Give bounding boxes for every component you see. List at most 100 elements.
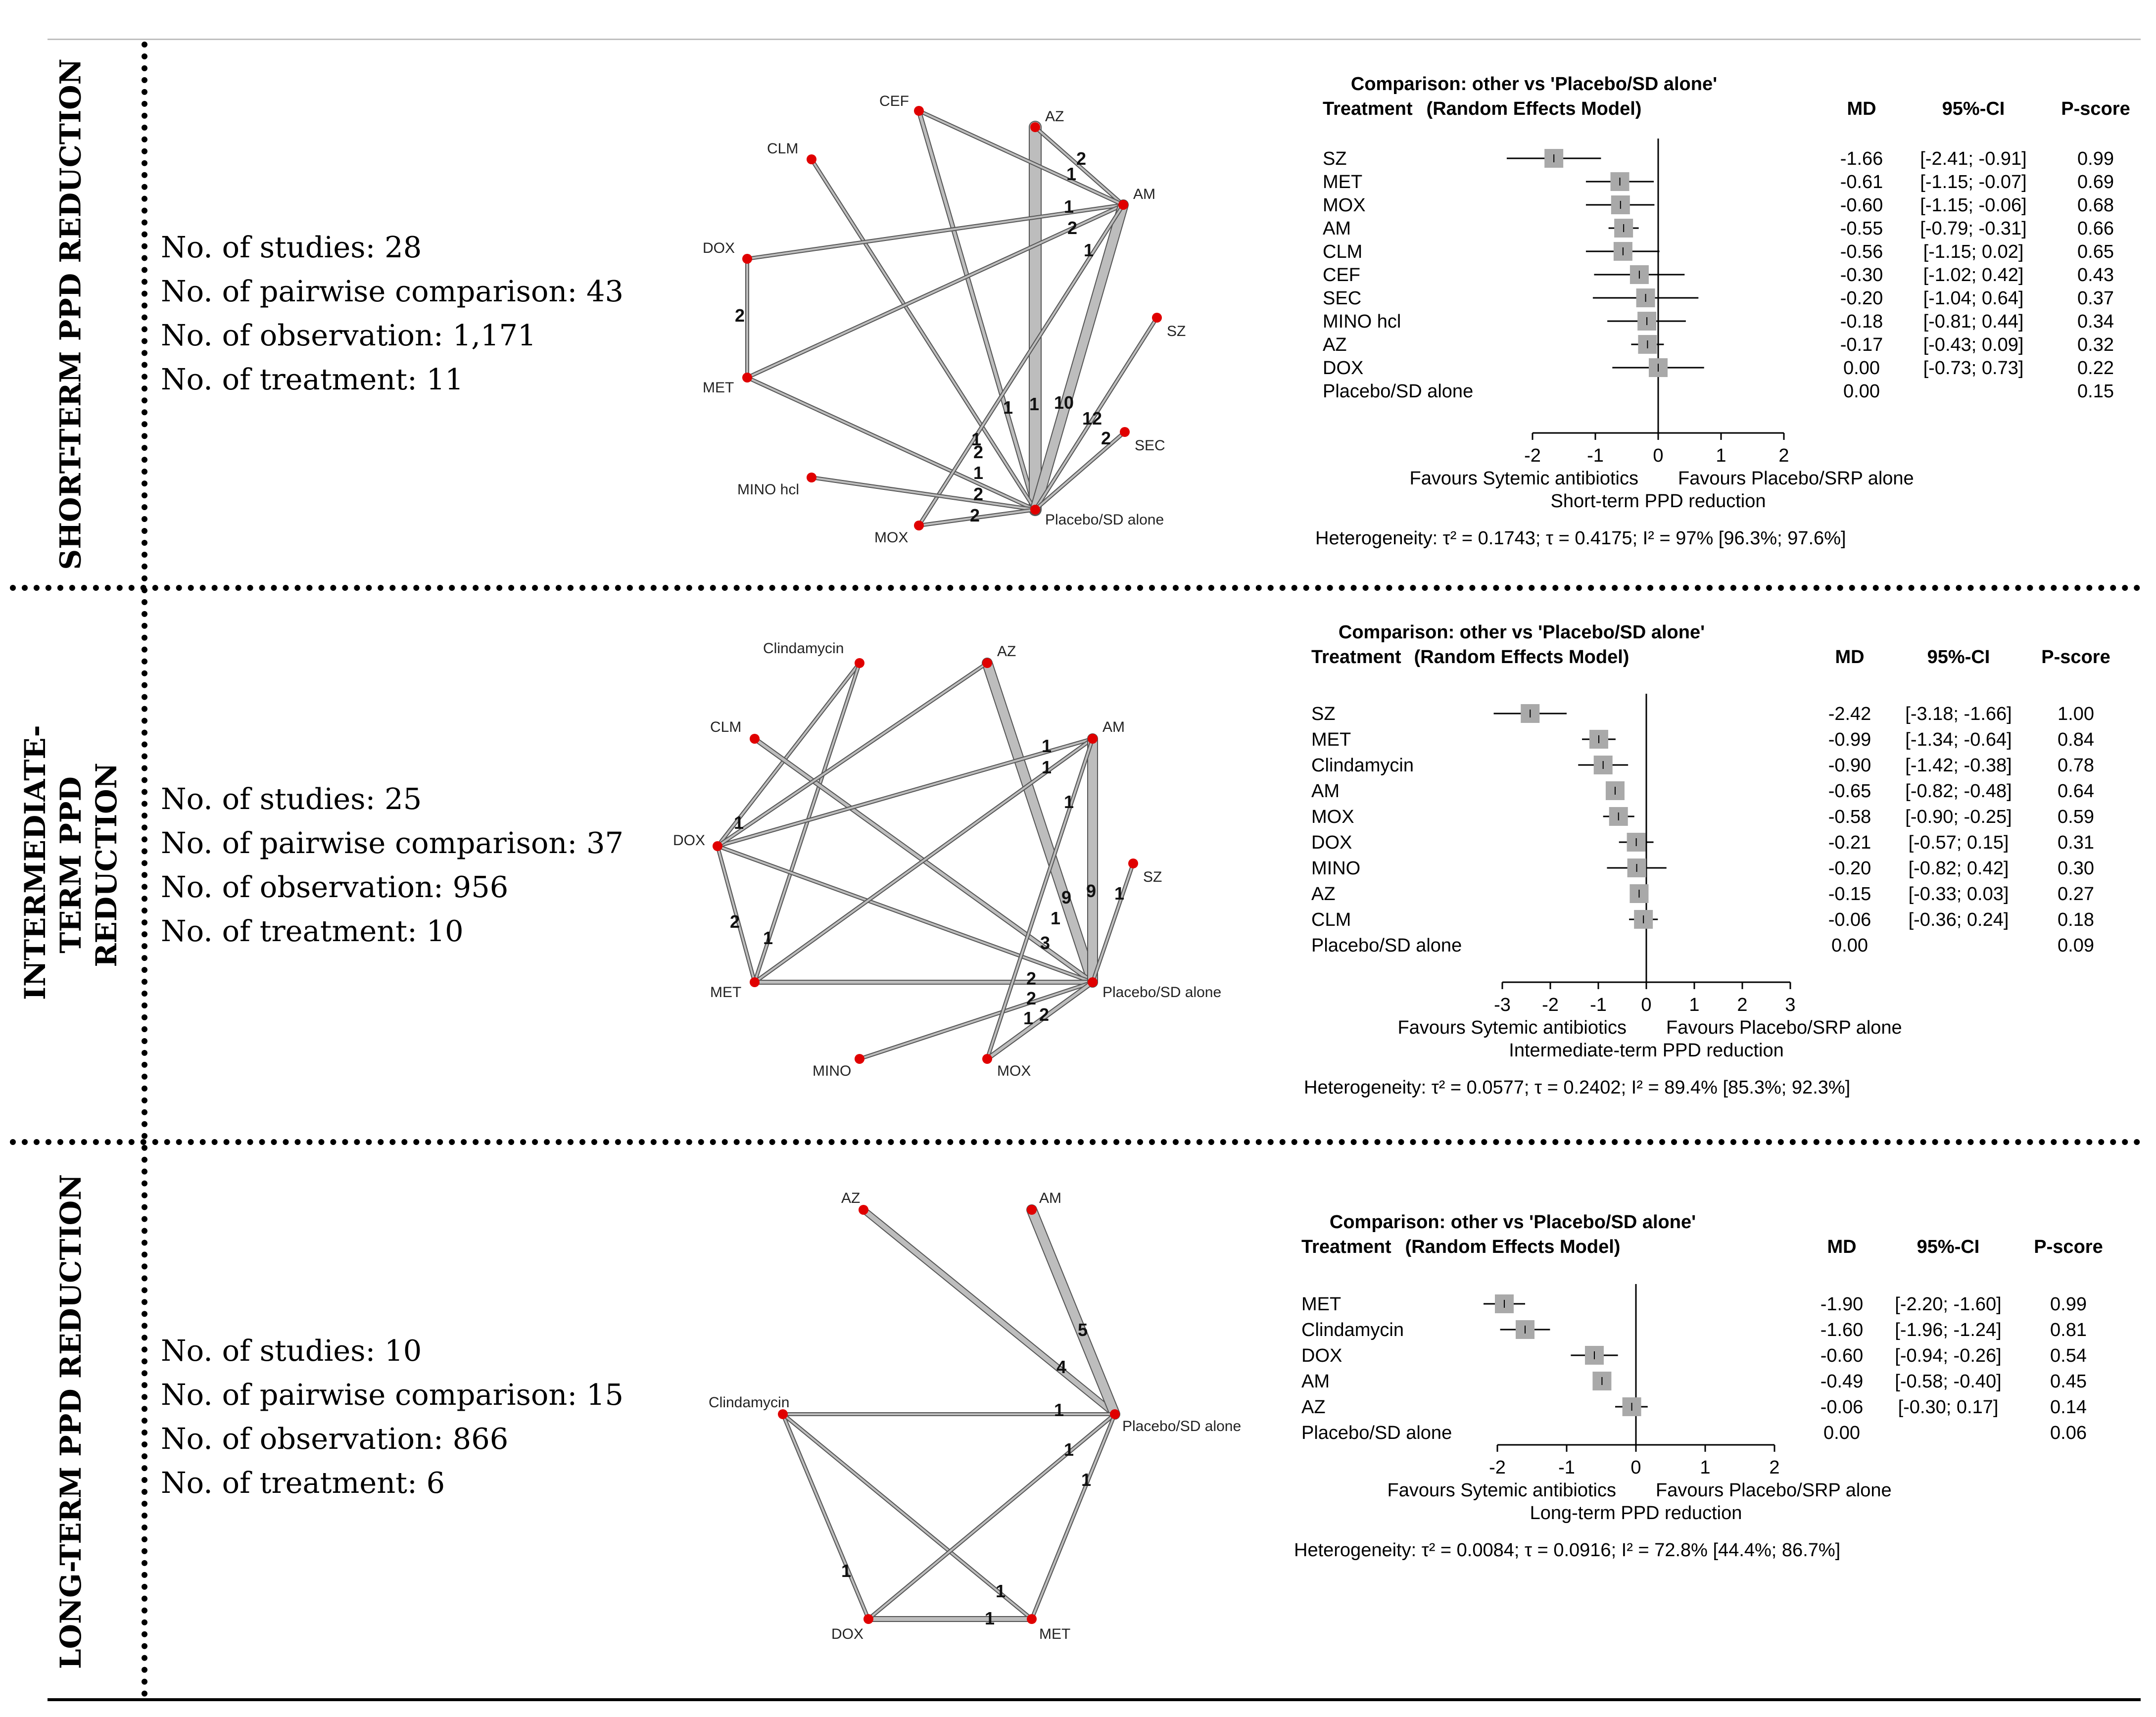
network-edge-count: 1 [1042, 757, 1052, 777]
forest-row-pscore: 0.64 [2058, 781, 2094, 802]
network-node [1088, 977, 1098, 987]
network-node-label: AZ [1045, 108, 1064, 125]
network-edge-count: 2 [1026, 988, 1036, 1008]
network-node [863, 1614, 873, 1624]
forest-tick-label: -2 [1542, 995, 1559, 1015]
network-edge [1034, 317, 1158, 511]
network-node [750, 734, 760, 744]
forest-row-pscore: 0.22 [2077, 358, 2114, 379]
forest-row-md: -0.49 [1821, 1371, 1864, 1392]
forest-row-md: -0.21 [1828, 832, 1871, 853]
forest-favours-right: Favours Placebo/SRP alone [1656, 1480, 1892, 1501]
section-divider-2 [10, 1139, 2141, 1145]
forest-row-pscore: 0.09 [2058, 935, 2094, 956]
network-node [914, 521, 924, 530]
stat-comparisons: No. of pairwise comparison: 43 [161, 274, 624, 308]
forest-row-pscore: 0.37 [2077, 288, 2114, 309]
forest-row-pscore: 0.65 [2077, 241, 2114, 262]
forest-row-treatment: Clindamycin [1301, 1320, 1404, 1340]
network-node-label: Placebo/SD alone [1102, 984, 1221, 1001]
forest-row-md: -0.06 [1828, 909, 1871, 930]
forest-row-treatment: AM [1311, 781, 1340, 802]
network-node-label: MOX [997, 1063, 1031, 1079]
forest-tick-label: -1 [1558, 1457, 1575, 1478]
forest-row-treatment: AZ [1301, 1397, 1326, 1418]
forest-header-treatment: Treatment [1311, 647, 1401, 668]
forest-header-ci: 95%-CI [1927, 647, 1990, 668]
network-edge-count: 2 [1026, 968, 1036, 989]
network-edge-count: 1 [1029, 394, 1039, 414]
network-edge [754, 738, 1094, 983]
forest-header-md: MD [1847, 98, 1876, 119]
network-edge-count: 1 [971, 429, 981, 449]
forest-tick-label: 1 [1700, 1457, 1710, 1478]
forest-row-md: -0.60 [1840, 195, 1883, 216]
network-edge [717, 662, 988, 847]
network-node-label: AZ [997, 643, 1016, 660]
forest-header-md: MD [1827, 1237, 1856, 1257]
network-edge-count: 2 [1039, 1004, 1049, 1025]
forest-header-pscore: P-score [2061, 98, 2130, 119]
forest-tick-label: 2 [1737, 995, 1747, 1015]
bottom-rule [48, 1698, 2141, 1701]
forest-header-model: (Random Effects Model) [1427, 98, 1642, 119]
network-node [1152, 313, 1162, 323]
forest-row-ci: [-1.42; -0.38] [1905, 755, 2012, 776]
forest-tick-label: 1 [1689, 995, 1699, 1015]
network-edge-count: 5 [1078, 1320, 1088, 1340]
forest-header-model: (Random Effects Model) [1405, 1237, 1621, 1257]
network-edge-count: 2 [1076, 148, 1086, 169]
network-edge-count: 1 [973, 463, 983, 483]
stat-comparisons: No. of pairwise comparison: 37 [161, 826, 624, 860]
forest-row-pscore: 0.78 [2058, 755, 2094, 776]
forest-row-ci: [-0.73; 0.73] [1923, 358, 2024, 379]
forest-row-md: -0.58 [1828, 807, 1871, 827]
forest-tick-label: 0 [1641, 995, 1651, 1015]
forest-title: Comparison: other vs 'Placebo/SD alone' [1351, 74, 1717, 95]
network-node [750, 977, 760, 987]
stat-studies: No. of studies: 10 [161, 1334, 422, 1368]
forest-row-pscore: 0.27 [2058, 884, 2094, 905]
network-node-label: MINO hcl [737, 481, 799, 498]
forest-row-treatment: Placebo/SD alone [1301, 1423, 1452, 1443]
forest-row-ci: [-0.82; 0.42] [1909, 858, 2009, 879]
network-edge [717, 662, 861, 847]
network-edge-count: 1 [1084, 240, 1094, 260]
network-edge [983, 659, 1097, 987]
network-edge-count: 1 [841, 1561, 851, 1581]
network-edge-count: 1 [996, 1581, 1006, 1601]
forest-row-ci: [-1.15; 0.02] [1923, 241, 2024, 262]
forest-row-md: 0.00 [1843, 381, 1880, 402]
forest-xlabel: Intermediate-term PPD reduction [1509, 1040, 1783, 1061]
forest-heterogeneity: Heterogeneity: τ² = 0.1743; τ = 0.4175; … [1315, 528, 1846, 549]
forest-favours-left: Favours Sytemic antibiotics [1410, 468, 1639, 489]
forest-row-ci: [-0.30; 0.17] [1898, 1397, 1999, 1418]
vertical-divider [142, 42, 147, 1697]
forest-row-ci: [-0.43; 0.09] [1923, 334, 2024, 355]
forest-row-ci: [-1.96; -1.24] [1895, 1320, 2001, 1340]
network-edge [746, 377, 1036, 511]
forest-row-ci: [-2.41; -0.91] [1920, 148, 2026, 169]
forest-row-pscore: 0.06 [2050, 1423, 2087, 1443]
network-node-label: MET [703, 380, 734, 396]
forest-row-treatment: DOX [1311, 832, 1352, 853]
network-edge [861, 1207, 1117, 1417]
forest-row-pscore: 0.32 [2077, 334, 2114, 355]
network-edge-count: 1 [1064, 792, 1074, 812]
forest-row-treatment: DOX [1301, 1345, 1342, 1366]
forest-row-treatment: SZ [1323, 148, 1347, 169]
network-edge [918, 509, 1036, 526]
forest-row-treatment: MOX [1311, 807, 1354, 827]
network-edge [754, 662, 861, 983]
network-node [807, 154, 816, 164]
forest-row-pscore: 0.14 [2050, 1397, 2087, 1418]
stat-observations: No. of observation: 956 [161, 870, 509, 904]
forest-row-md: -0.15 [1828, 884, 1871, 905]
forest-row-md: -0.30 [1840, 265, 1883, 286]
forest-row-ci: [-0.33; 0.03] [1909, 884, 2009, 905]
forest-row-ci: [-1.02; 0.42] [1923, 265, 2024, 286]
forest-tick-label: -1 [1590, 995, 1607, 1015]
network-node-label: SZ [1167, 323, 1186, 339]
network-node [807, 473, 816, 482]
